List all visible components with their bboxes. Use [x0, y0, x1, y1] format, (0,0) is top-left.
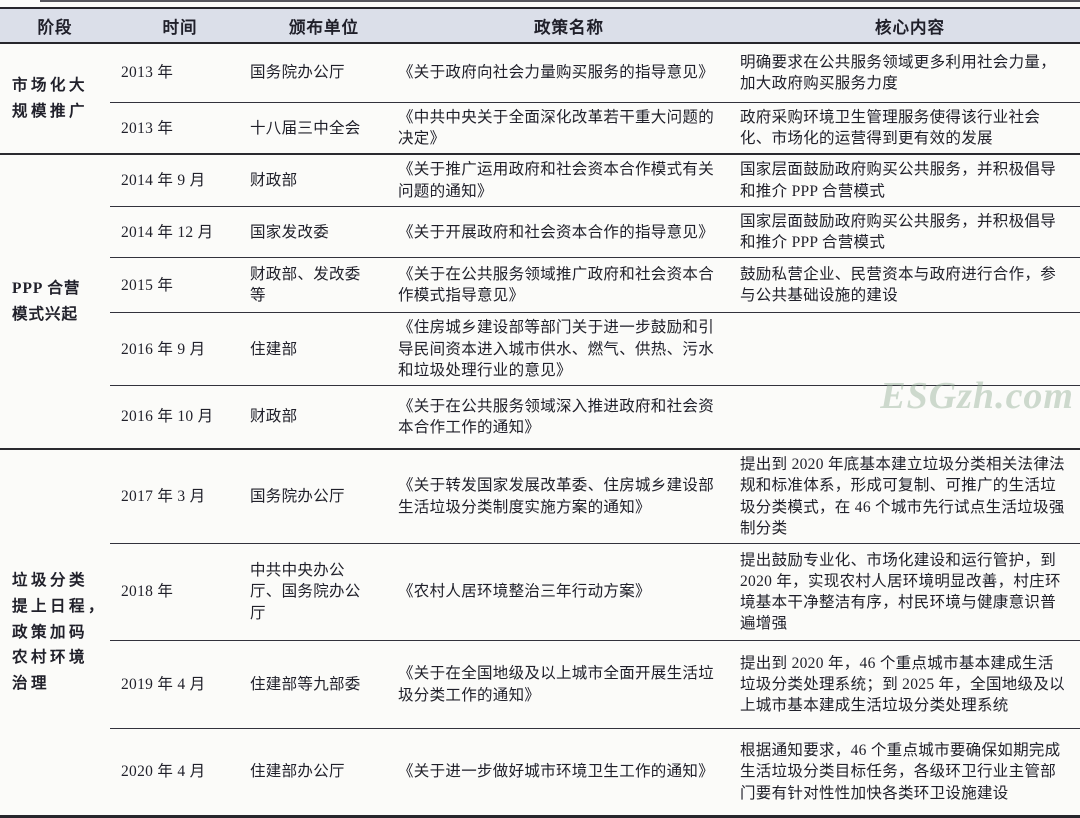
- unit-cell: 十八届三中全会: [250, 119, 361, 137]
- policy-cell: 《住房城乡建设部等部门关于进一步鼓励和引导民间资本进入城市供水、燃气、供热、污水…: [398, 319, 715, 379]
- watermark: ESGzh.com: [880, 375, 1074, 417]
- time-cell: 2013 年: [121, 64, 174, 82]
- column-header-unit: 颁布单位: [289, 17, 359, 37]
- table-row: 2013 年 国务院办公厅 《关于政府向社会力量购买服务的指导意见》 明确要求在公共服…: [110, 44, 1080, 102]
- column-header-stage: 阶段: [37, 17, 73, 37]
- time-cell: 2020 年 4 月: [121, 763, 206, 781]
- core-cell: 提出到 2020 年，46 个重点城市基本建成生活垃圾分类处理系统；到 2025…: [740, 654, 1065, 715]
- unit-cell: 中共中央办公厅、国务院办公厅: [250, 562, 361, 622]
- time-cell: 2017 年 3 月: [121, 487, 206, 505]
- unit-cell: 住建部: [250, 340, 298, 358]
- policy-table: 阶段 时间 颁布单位 政策名称 核心内容 市场化大 规模推广 2013 年国务院办…: [0, 7, 1080, 818]
- time-cell: 2014 年 9 月: [121, 172, 206, 190]
- table-row: 2014 年 9 月 财政部 《关于推广运用政府和社会资本合作模式有关问题的通知》国…: [110, 155, 1080, 205]
- unit-cell: 住建部等九部委: [250, 675, 361, 693]
- table-row: 2015 年 财政部、发改委等 《关于在公共服务领域推广政府和社会资本合作模式指导意…: [110, 257, 1080, 312]
- time-cell: 2016 年 9 月: [121, 340, 206, 358]
- time-cell: 2019 年 4 月: [121, 675, 206, 693]
- policy-cell: 《中共中央关于全面深化改革若干重大问题的决定》: [398, 109, 715, 148]
- table-header-row: 阶段 时间 颁布单位 政策名称 核心内容: [0, 7, 1080, 44]
- time-cell: 2013 年: [121, 119, 174, 137]
- policy-cell: 《关于在公共服务领域推广政府和社会资本合作模式指导意见》: [398, 266, 715, 305]
- policy-cell: 《关于开展政府和社会资本合作的指导意见》: [398, 223, 715, 241]
- core-cell: 国家层面鼓励政府购买公共服务，并积极倡导和推介 PPP 合营模式: [740, 161, 1057, 200]
- policy-cell: 《农村人居环境整治三年行动方案》: [398, 583, 651, 601]
- stage-group: 垃圾分类 提上日程， 政策加码 农村环境 治理 2017 年 3 月国务院办公厅《…: [0, 448, 1080, 815]
- core-cell: 国家层面鼓励政府购买公共服务，并积极倡导和推介 PPP 合营模式: [740, 212, 1057, 252]
- top-rule: [40, 0, 1080, 2]
- stage-cell: PPP 合营 模式兴起: [12, 280, 81, 323]
- unit-cell: 国务院办公厅: [250, 487, 345, 505]
- table-row: 2018 年 中共中央办公厅、国务院办公厅 《农村人居环境整治三年行动方案》 提出鼓励…: [110, 543, 1080, 640]
- core-cell: 政府采购环境卫生管理服务使得该行业社会化、市场化的运营得到更有效的发展: [740, 109, 1041, 148]
- time-cell: 2016 年 10 月: [121, 408, 214, 426]
- table-row: 2013 年 十八届三中全会 《中共中央关于全面深化改革若干重大问题的决定》 政府采购…: [110, 102, 1080, 153]
- unit-cell: 住建部办公厅: [250, 763, 345, 781]
- column-header-policy: 政策名称: [534, 17, 604, 37]
- unit-cell: 财政部、发改委等: [250, 266, 361, 305]
- time-cell: 2018 年: [121, 583, 174, 601]
- table-body: 市场化大 规模推广 2013 年国务院办公厅 《关于政府向社会力量购买服务的指导意见…: [0, 44, 1080, 815]
- column-header-core: 核心内容: [875, 17, 945, 37]
- policy-cell: 《关于转发国家发展改革委、住房城乡建设部生活垃圾分类制度实施方案的通知》: [398, 477, 715, 516]
- policy-cell: 《关于在公共服务领域深入推进政府和社会资本合作工作的通知》: [398, 397, 715, 437]
- stage-rows: 2017 年 3 月 国务院办公厅 《关于转发国家发展改革委、住房城乡建设部生活垃圾…: [110, 450, 1080, 815]
- table-row: 2014 年 12 月 国家发改委 《关于开展政府和社会资本合作的指导意见》 国家层面…: [110, 205, 1080, 257]
- core-cell: 根据通知要求，46 个重点城市要确保如期完成生活垃圾分类目标任务，各级环卫行业主…: [740, 742, 1061, 802]
- unit-cell: 国家发改委: [250, 223, 330, 241]
- table-row: 2017 年 3 月 国务院办公厅 《关于转发国家发展改革委、住房城乡建设部生活垃圾…: [110, 450, 1080, 543]
- unit-cell: 国务院办公厅: [250, 64, 345, 82]
- stage-group: 市场化大 规模推广 2013 年 国务院办公厅 《关于政府向社会力量购买服务的指导意见…: [0, 44, 1080, 153]
- stage-cell: 垃圾分类 提上日程， 政策加码 农村环境 治理: [12, 572, 108, 693]
- core-cell: 明确要求在公共服务领域更多利用社会力量，加大政府购买服务力度: [740, 53, 1057, 92]
- time-cell: 2014 年 12 月: [121, 223, 214, 241]
- core-cell: 提出鼓励专业化、市场化建设和运行管护，到 2020 年，实现农村人居环境明显改善…: [740, 551, 1061, 633]
- stage-cell: 市场化大 规模推广: [12, 77, 89, 120]
- table-row: 2020 年 4 月 住建部办公厅 《关于进一步做好城市环境卫生工作的通知》 根据通知…: [110, 728, 1080, 815]
- core-cell: 提出到 2020 年底基本建立垃圾分类相关法律法规和标准体系，形成可复制、可推广…: [740, 456, 1065, 537]
- policy-cell: 《关于进一步做好城市环境卫生工作的通知》: [398, 763, 715, 781]
- policy-cell: 《关于推广运用政府和社会资本合作模式有关问题的通知》: [398, 161, 715, 200]
- policy-cell: 《关于政府向社会力量购买服务的指导意见》: [398, 64, 715, 82]
- stage-rows: 2013 年 国务院办公厅 《关于政府向社会力量购买服务的指导意见》 明确要求在公共服…: [110, 44, 1080, 153]
- unit-cell: 财政部: [250, 172, 298, 190]
- stage-rows: 2014 年 9 月财政部 《关于推广运用政府和社会资本合作模式有关问题的通知》国…: [110, 155, 1080, 448]
- table-row: 2019 年 4 月 住建部等九部委 《关于在全国地级及以上城市全面开展生活垃圾分类…: [110, 640, 1080, 728]
- core-cell: 鼓励私营企业、民营资本与政府进行合作，参与公共基础设施的建设: [740, 266, 1057, 305]
- unit-cell: 财政部: [250, 408, 298, 426]
- table-row: 2016 年 9 月 住建部 《住房城乡建设部等部门关于进一步鼓励和引导民间资本进入…: [110, 312, 1080, 385]
- stage-group: PPP 合营 模式兴起 2014 年 9 月财政部 《关于推广运用政府和社会资本合作…: [0, 153, 1080, 448]
- time-cell: 2015 年: [121, 276, 174, 294]
- column-header-time: 时间: [162, 17, 198, 37]
- table-row: 2016 年 10 月 财政部 《关于在公共服务领域深入推进政府和社会资本合作工作的…: [110, 385, 1080, 448]
- policy-cell: 《关于在全国地级及以上城市全面开展生活垃圾分类工作的通知》: [398, 665, 715, 704]
